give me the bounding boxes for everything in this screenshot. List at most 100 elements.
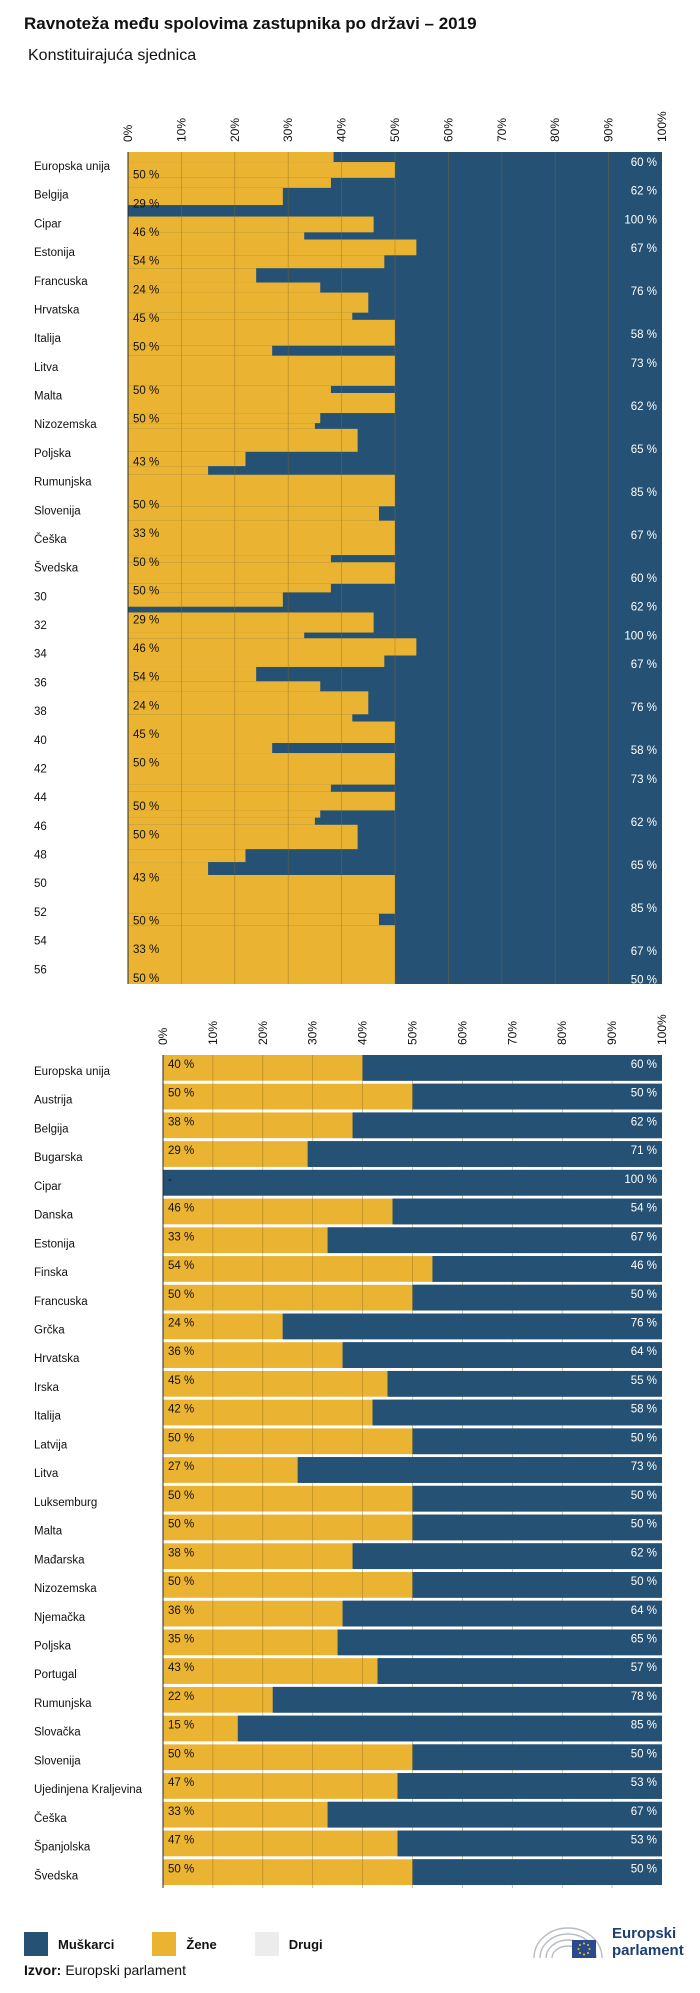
chart1-women-bar [128, 239, 417, 256]
chart2-men-value-label: 67 % [631, 1231, 657, 1243]
chart2-category-label: Bugarska [34, 1152, 83, 1164]
chart2-women-value-label: 50 % [168, 1519, 194, 1531]
chart1-category-label: Litva [34, 362, 59, 374]
chart1-women-bar [128, 612, 374, 633]
chart2-men-bar-overlay [412, 1083, 662, 1110]
chart2-women-bar [163, 1083, 413, 1110]
chart2-men-value-label: 64 % [631, 1605, 657, 1617]
chart1-women-bar [128, 355, 395, 386]
chart2-women-bar [163, 1485, 413, 1512]
chart2-women-value-label: 50 % [168, 1863, 194, 1875]
parliament-hemicycle-icon [533, 1927, 603, 1959]
chart2-men-value-label: 50 % [631, 1748, 657, 1760]
chart1-women-bar [128, 162, 395, 178]
chart2-tick-label: 80% [555, 1021, 569, 1045]
chart1-category-label: 54 [34, 936, 47, 948]
chart1-women-bar [128, 466, 209, 475]
chart2-men-value-label: 58 % [631, 1404, 657, 1416]
chart2-men-bar-overlay [163, 1169, 662, 1196]
chart1-tick-label: 20% [228, 118, 242, 142]
chart2-tick-label: 0% [156, 1027, 170, 1045]
chart2-category-label: Europska unija [34, 1066, 111, 1078]
chart2-men-value-label: 53 % [631, 1835, 657, 1847]
chart1-women-value-label: 46 % [133, 643, 159, 655]
chart1-category-label: Rumunjska [34, 477, 92, 489]
chart2-women-bar [163, 1543, 353, 1570]
chart2-men-value-label: 50 % [631, 1519, 657, 1531]
chart2-women-value-label: 54 % [168, 1260, 194, 1272]
chart1-category-label: Slovenija [34, 505, 81, 517]
chart2-tick-label: 100% [655, 1014, 669, 1045]
chart2-men-value-label: 78 % [631, 1691, 657, 1703]
chart1-tick-label: 40% [335, 118, 349, 142]
chart2-women-bar [163, 1658, 378, 1684]
chart2-women-value-label: 33 % [168, 1231, 194, 1243]
chart1-women-value-label: 50 % [133, 758, 159, 770]
chart1-women-bar [128, 451, 246, 467]
chart2-tick-label: 20% [256, 1021, 270, 1045]
chart1-women-bar [128, 216, 374, 233]
chart1-women-bar [128, 824, 358, 850]
chart2-men-value-label: 71 % [631, 1145, 657, 1157]
chart1-men-value-label: 76 % [631, 702, 657, 714]
chart2-category-label: Irska [34, 1382, 60, 1394]
source-text: Europski parlament [65, 1962, 186, 1978]
chart1-tick-label: 90% [602, 118, 616, 142]
legend-label-men: Muškarci [58, 1936, 115, 1952]
chart1-women-bar [128, 632, 305, 639]
chart1-tick-label: 60% [441, 118, 455, 142]
chart1-women-bar [128, 810, 321, 818]
chart1-women-bar [128, 413, 321, 424]
chart1-men-value-label: 60 % [631, 157, 657, 169]
chart2-women-bar [163, 1399, 373, 1426]
chart1-category-label: Francuska [34, 276, 88, 288]
chart2-category-label: Ujedinjena Kraljevina [34, 1784, 143, 1796]
chart1-women-bar [128, 255, 385, 269]
chart2-men-bar-overlay [412, 1485, 662, 1512]
chart2-men-value-label: 50 % [631, 1432, 657, 1444]
chart2-men-bar-overlay [362, 1055, 662, 1081]
chart1-women-bar [128, 638, 417, 656]
chart2-men-value-label: 62 % [631, 1547, 657, 1559]
chart2-men-value-label: 53 % [631, 1777, 657, 1789]
chart2-men-value-label: 55 % [631, 1375, 657, 1387]
chart2-women-bar [163, 1227, 328, 1254]
chart1-category-label: 40 [34, 735, 47, 747]
chart2-men-bar-overlay [412, 1572, 662, 1598]
chart1-women-bar [128, 655, 385, 667]
chart1-women-value-label: 50 % [133, 413, 159, 425]
chart2-men-value-label: 100 % [624, 1174, 657, 1186]
chart2-women-value-label: 27 % [168, 1461, 194, 1473]
chart2-tick-label: 90% [605, 1021, 619, 1045]
chart2-category-label: Danska [34, 1210, 74, 1222]
chart2-tick-label: 60% [455, 1021, 469, 1045]
chart1-women-bar [128, 714, 353, 722]
chart2-men-bar-overlay [412, 1428, 662, 1455]
chart1-category-label: Češka [34, 533, 67, 546]
chart1-men-value-label: 65 % [631, 860, 657, 872]
chart2-category-label: Latvija [34, 1439, 68, 1451]
chart2-men-bar-overlay [412, 1859, 662, 1885]
chart2-men-value-label: 85 % [631, 1720, 657, 1732]
chart2-women-bar [163, 1773, 398, 1799]
chart1-category-label: 32 [34, 620, 47, 632]
chart1-men-value-label: 67 % [631, 946, 657, 958]
chart2-women-value-label: 43 % [168, 1662, 194, 1674]
chart2-women-value-label: 46 % [168, 1203, 194, 1215]
legend: Muškarci Žene Drugi [24, 1932, 361, 1956]
chart1-category-label: 42 [34, 763, 47, 775]
chart1-category-label: Poljska [34, 448, 72, 460]
chart1-category-label: 38 [34, 706, 47, 718]
chart2-women-bar [163, 1370, 388, 1397]
chart2-women-value-label: 15 % [168, 1720, 194, 1732]
chart1-men-value-label: 67 % [631, 530, 657, 542]
chart1-category-label: 56 [34, 964, 47, 976]
legend-swatch-men [24, 1932, 48, 1956]
chart1-men-value-label: 85 % [631, 903, 657, 915]
chart2-women-value-label: 36 % [168, 1346, 194, 1358]
chart2-category-label: Malta [34, 1526, 63, 1538]
chart-title: Ravnoteža među spolovima zastupnika po d… [24, 14, 477, 33]
chart2-men-bar-overlay [297, 1457, 662, 1483]
chart2-women-bar [163, 1198, 393, 1225]
chart1-women-bar [128, 268, 257, 283]
